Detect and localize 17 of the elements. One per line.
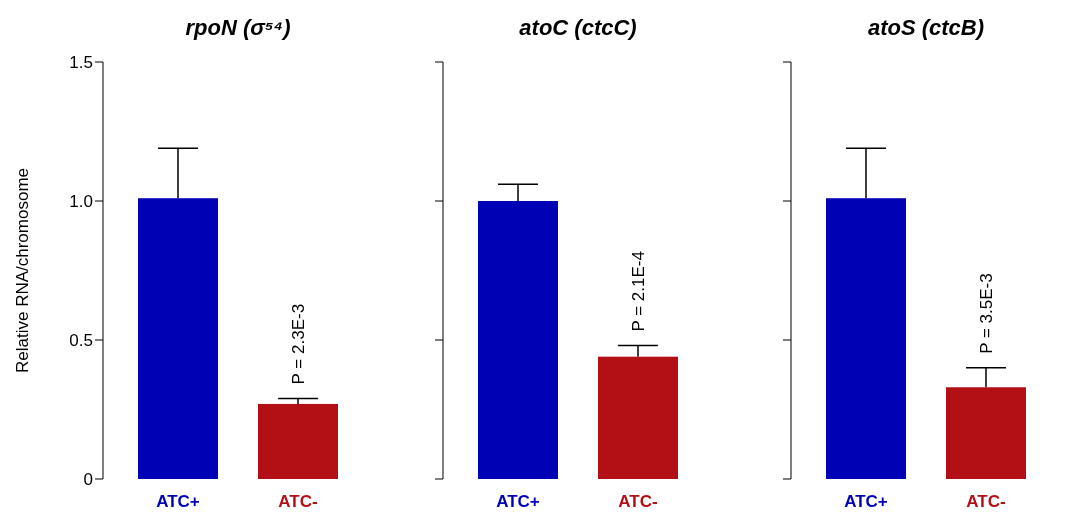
- x-tick-label: ATC+: [156, 492, 200, 511]
- y-tick-label: 0: [83, 470, 93, 490]
- x-tick-label: ATC-: [618, 492, 658, 511]
- x-tick-label: ATC+: [844, 492, 888, 511]
- annotation: P = 2.1E-4: [629, 251, 648, 332]
- y-tick-label: 1.0: [69, 192, 93, 212]
- y-tick-label: 0.5: [69, 331, 93, 351]
- y-axis-title: Relative RNA/chromosome: [13, 167, 33, 374]
- chart-title: rpoN (σ⁵⁴): [184, 14, 292, 42]
- x-tick-label: ATC-: [278, 492, 318, 511]
- x-tick-label: ATC+: [496, 492, 540, 511]
- annotation: P = 3.5E-3: [977, 273, 996, 354]
- annotation: P = 2.3E-3: [289, 303, 308, 385]
- x-tick-label: ATC-: [966, 492, 1006, 511]
- y-tick-label: 1.5: [69, 53, 93, 73]
- chart-title: atoS (ctcB): [866, 14, 986, 42]
- chart-title: atoC (ctcC): [518, 14, 638, 42]
